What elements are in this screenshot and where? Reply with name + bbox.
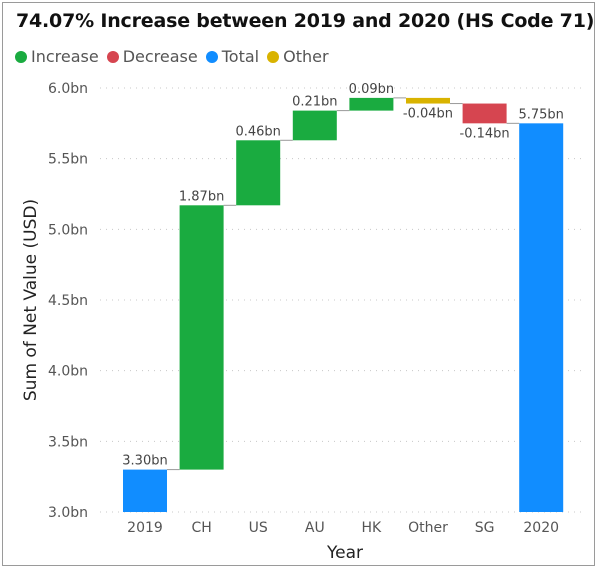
data-label: 0.09bn — [349, 82, 394, 97]
x-tick-label: HK — [362, 520, 383, 536]
y-tick-label: 3.5bn — [48, 434, 88, 450]
bar-hk — [349, 97, 394, 111]
data-label: 3.30bn — [122, 454, 167, 469]
chart-title: 74.07% Increase between 2019 and 2020 (H… — [16, 10, 595, 32]
bar-ch — [179, 205, 224, 470]
legend-dot-increase — [15, 50, 27, 63]
legend-item-decrease[interactable]: Decrease — [106, 47, 198, 66]
data-label: 1.87bn — [179, 189, 224, 204]
x-axis-title: Year — [326, 543, 363, 563]
legend-label-total: Total — [221, 47, 260, 66]
data-label: -0.14bn — [460, 126, 510, 141]
bar-2019 — [123, 469, 167, 512]
legend-item-increase[interactable]: Increase — [15, 47, 99, 66]
y-tick-label: 5.0bn — [48, 222, 88, 238]
bar-sg — [462, 103, 507, 124]
chart-legend: Increase Decrease Total Other — [15, 47, 337, 66]
y-tick-label: 4.0bn — [48, 364, 88, 380]
bar-au — [292, 110, 337, 141]
data-label: 0.21bn — [292, 95, 337, 110]
legend-label-other: Other — [283, 47, 329, 66]
legend-label-decrease: Decrease — [122, 47, 198, 66]
legend-dot-other — [267, 50, 280, 63]
x-tick-label: Other — [408, 520, 448, 536]
y-tick-label: 4.5bn — [48, 293, 88, 309]
y-tick-label: 5.5bn — [48, 152, 88, 168]
chart-frame: 74.07% Increase between 2019 and 2020 (H… — [2, 2, 595, 566]
legend-dot-decrease — [106, 50, 119, 63]
legend-label-increase: Increase — [31, 47, 99, 66]
bar-us — [236, 140, 281, 206]
x-tick-label: CH — [191, 520, 211, 536]
bar-2020 — [519, 123, 564, 512]
data-label: -0.04bn — [403, 107, 453, 122]
legend-dot-total — [205, 50, 218, 63]
x-tick-label: US — [249, 520, 268, 536]
x-tick-label: SG — [475, 520, 495, 536]
data-label: 5.75bn — [518, 107, 563, 122]
x-tick-label: AU — [305, 520, 325, 536]
data-label: 0.46bn — [235, 124, 280, 139]
bar-other — [406, 97, 450, 104]
x-tick-label: 2019 — [127, 520, 163, 536]
legend-item-total[interactable]: Total — [205, 47, 260, 66]
legend-item-other[interactable]: Other — [267, 47, 329, 66]
x-tick-label: 2020 — [523, 520, 559, 536]
y-axis-title: Sum of Net Value (USD) — [21, 199, 41, 401]
y-tick-label: 3.0bn — [48, 505, 88, 521]
y-tick-label: 6.0bn — [48, 81, 88, 97]
